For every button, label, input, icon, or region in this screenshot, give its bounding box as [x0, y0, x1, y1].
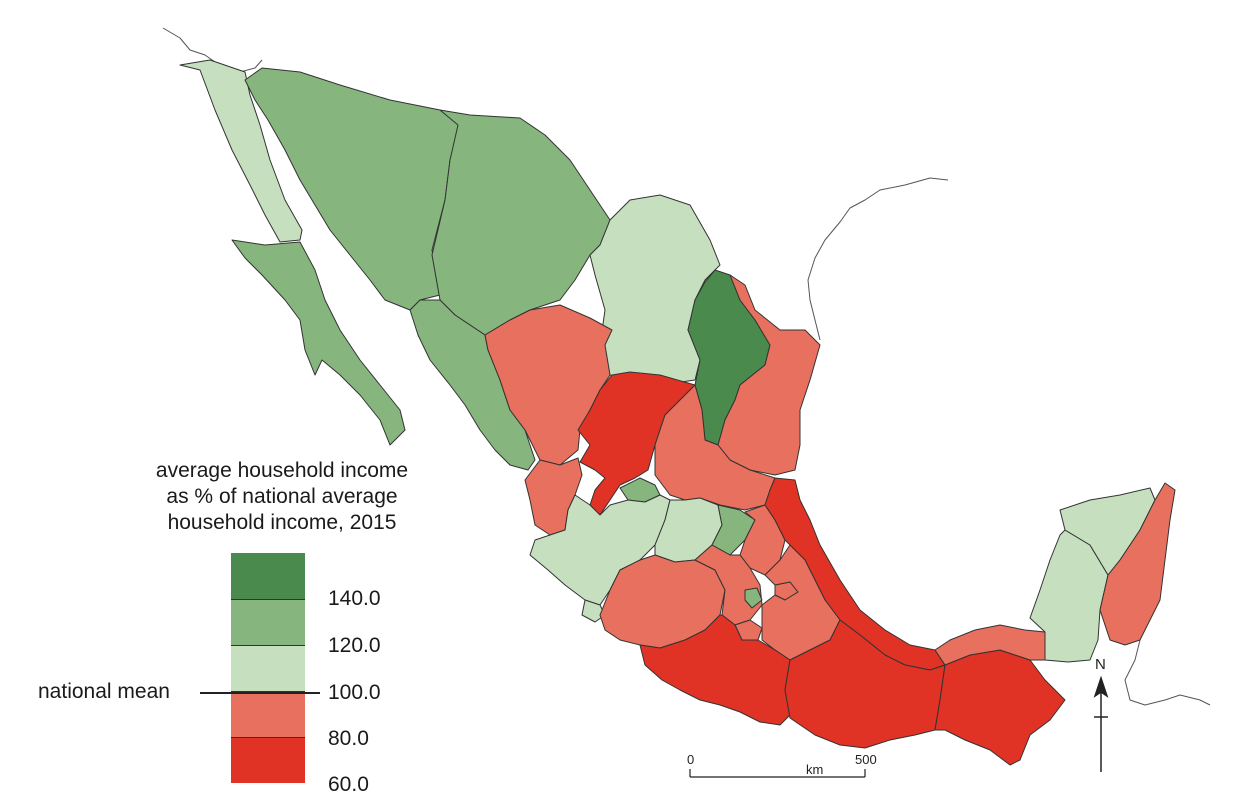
legend-swatches	[231, 553, 305, 783]
legend-tick-60: 60.0	[328, 773, 369, 796]
scale-bar	[689, 769, 866, 778]
region-queretaro	[711, 504, 756, 556]
north-arrow-label: N	[1095, 656, 1106, 673]
legend-title-line-2: as % of national average	[166, 485, 398, 508]
region-quintana-roo	[1099, 482, 1176, 646]
legend-swatch-1	[231, 599, 305, 645]
scale-bar-start: 0	[687, 752, 695, 767]
region-chiapas	[934, 649, 1066, 766]
region-san-luis-potosi	[654, 384, 776, 511]
legend-tick-80: 80.0	[328, 727, 369, 750]
region-tamaulipas	[717, 274, 821, 476]
legend-swatch-2	[231, 645, 305, 691]
scale-bar-unit: km	[806, 762, 824, 777]
region-baja-california-sur	[231, 239, 406, 446]
legend-swatch-3	[231, 691, 305, 737]
national-mean-label: national mean	[38, 680, 170, 703]
legend-tick-120: 120.0	[328, 634, 381, 657]
legend-title-line-1: average household income	[155, 459, 409, 482]
legend-tick-100: 100.0	[328, 681, 381, 704]
legend-swatch-4	[231, 737, 305, 783]
legend-tick-140: 140.0	[328, 587, 381, 610]
scale-bar-end: 500	[855, 752, 877, 767]
national-mean-line	[200, 692, 320, 694]
region-chihuahua	[431, 109, 611, 336]
region-ciudad-de-mexico	[744, 587, 763, 609]
legend-title: average household income as % of nationa…	[112, 458, 452, 536]
region-colima	[581, 599, 606, 623]
legend-swatch-0	[231, 553, 305, 599]
caribbean-coastline	[1124, 639, 1211, 706]
region-sinaloa	[409, 299, 536, 471]
gulf-coastline	[807, 177, 949, 341]
north-arrow-icon	[1093, 675, 1109, 772]
legend-title-line-3: household income, 2015	[167, 511, 397, 534]
